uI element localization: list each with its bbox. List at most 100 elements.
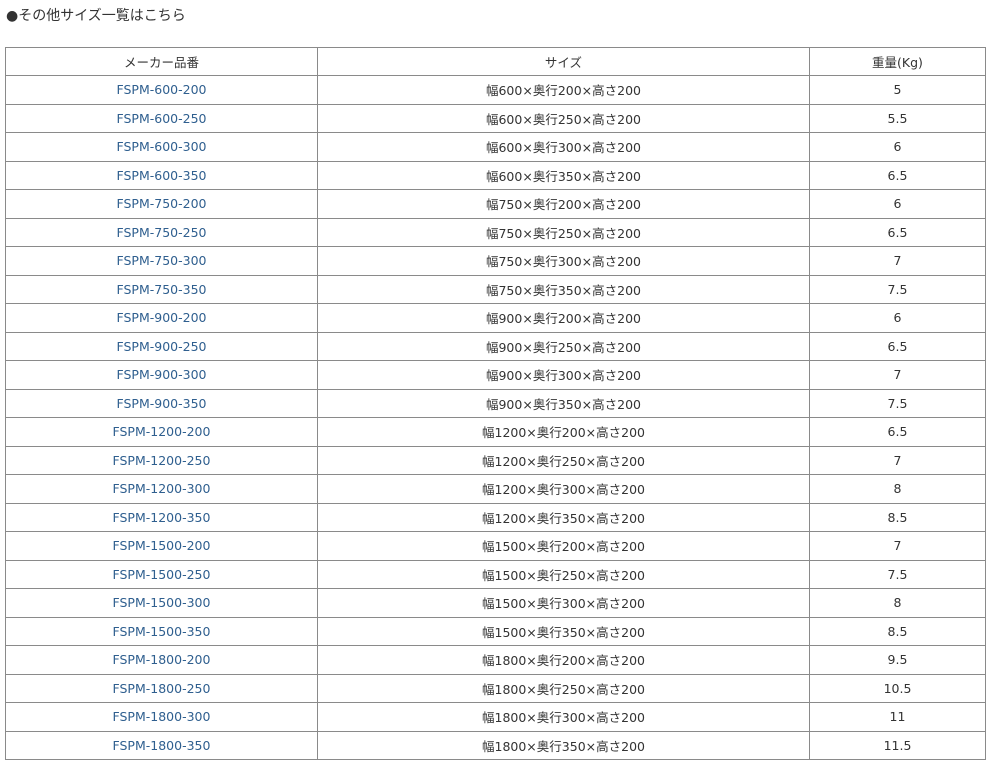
size-cell: 幅1200×奥行350×高さ200 (317, 502, 810, 532)
size-cell: 幅1800×奥行200×高さ200 (317, 645, 810, 675)
table-row: FSPM-600-200 幅600×奥行200×高さ200 5 (5, 75, 986, 105)
header-size: サイズ (317, 47, 810, 76)
weight-cell: 5.5 (809, 103, 986, 133)
model-link[interactable]: FSPM-1200-300 (112, 481, 211, 497)
table-row: FSPM-600-250 幅600×奥行250×高さ200 5.5 (5, 103, 986, 133)
weight-cell: 6.5 (809, 417, 986, 447)
section-heading: ●その他サイズ一覧はこちら (6, 8, 186, 24)
size-cell: 幅1500×奥行200×高さ200 (317, 531, 810, 561)
model-link[interactable]: FSPM-1200-250 (112, 452, 211, 468)
size-cell: 幅1800×奥行350×高さ200 (317, 730, 810, 760)
size-cell: 幅600×奥行250×高さ200 (317, 103, 810, 133)
model-cell: FSPM-1800-250 (5, 673, 318, 703)
weight-cell: 8 (809, 588, 986, 618)
table-row: FSPM-1800-250 幅1800×奥行250×高さ200 10.5 (5, 673, 986, 703)
model-link[interactable]: FSPM-1800-350 (112, 737, 211, 753)
model-link[interactable]: FSPM-1800-300 (112, 709, 211, 725)
model-cell: FSPM-1800-300 (5, 702, 318, 732)
model-cell: FSPM-1500-350 (5, 616, 318, 646)
header-weight: 重量(Kg) (809, 47, 986, 76)
model-link[interactable]: FSPM-900-200 (116, 310, 207, 326)
table-header-row: メーカー品番 サイズ 重量(Kg) (5, 47, 986, 76)
model-link[interactable]: FSPM-900-250 (116, 338, 207, 354)
size-cell: 幅600×奥行300×高さ200 (317, 132, 810, 162)
model-link[interactable]: FSPM-600-200 (116, 82, 207, 98)
table-row: FSPM-900-350 幅900×奥行350×高さ200 7.5 (5, 388, 986, 418)
weight-cell: 8.5 (809, 616, 986, 646)
model-link[interactable]: FSPM-750-300 (116, 253, 207, 269)
model-cell: FSPM-900-250 (5, 331, 318, 361)
size-table: メーカー品番 サイズ 重量(Kg) FSPM-600-200 幅600×奥行200… (5, 47, 986, 760)
weight-cell: 9.5 (809, 645, 986, 675)
table-row: FSPM-750-350 幅750×奥行350×高さ200 7.5 (5, 274, 986, 304)
size-cell: 幅1500×奥行250×高さ200 (317, 559, 810, 589)
table-row: FSPM-600-350 幅600×奥行350×高さ200 6.5 (5, 160, 986, 190)
size-cell: 幅750×奥行300×高さ200 (317, 246, 810, 276)
weight-cell: 6 (809, 132, 986, 162)
model-link[interactable]: FSPM-1500-300 (112, 595, 211, 611)
size-cell: 幅900×奥行350×高さ200 (317, 388, 810, 418)
model-cell: FSPM-750-200 (5, 189, 318, 219)
size-cell: 幅1500×奥行300×高さ200 (317, 588, 810, 618)
weight-cell: 8.5 (809, 502, 986, 532)
size-cell: 幅900×奥行200×高さ200 (317, 303, 810, 333)
model-link[interactable]: FSPM-1500-200 (112, 538, 211, 554)
weight-cell: 7.5 (809, 274, 986, 304)
model-cell: FSPM-750-250 (5, 217, 318, 247)
model-link[interactable]: FSPM-750-350 (116, 281, 207, 297)
model-cell: FSPM-600-300 (5, 132, 318, 162)
weight-cell: 6.5 (809, 331, 986, 361)
weight-cell: 7 (809, 246, 986, 276)
model-cell: FSPM-600-250 (5, 103, 318, 133)
model-link[interactable]: FSPM-900-350 (116, 395, 207, 411)
table-row: FSPM-1200-200 幅1200×奥行200×高さ200 6.5 (5, 417, 986, 447)
size-cell: 幅1200×奥行300×高さ200 (317, 474, 810, 504)
table-row: FSPM-1500-200 幅1500×奥行200×高さ200 7 (5, 531, 986, 561)
model-link[interactable]: FSPM-750-250 (116, 224, 207, 240)
table-row: FSPM-1500-350 幅1500×奥行350×高さ200 8.5 (5, 616, 986, 646)
table-row: FSPM-600-300 幅600×奥行300×高さ200 6 (5, 132, 986, 162)
size-cell: 幅1800×奥行300×高さ200 (317, 702, 810, 732)
model-link[interactable]: FSPM-750-200 (116, 196, 207, 212)
size-cell: 幅1500×奥行350×高さ200 (317, 616, 810, 646)
size-cell: 幅750×奥行350×高さ200 (317, 274, 810, 304)
model-link[interactable]: FSPM-1500-250 (112, 566, 211, 582)
header-model-number: メーカー品番 (5, 47, 318, 76)
size-cell: 幅1200×奥行250×高さ200 (317, 445, 810, 475)
model-cell: FSPM-1500-250 (5, 559, 318, 589)
model-link[interactable]: FSPM-600-300 (116, 139, 207, 155)
weight-cell: 7 (809, 531, 986, 561)
table-row: FSPM-750-250 幅750×奥行250×高さ200 6.5 (5, 217, 986, 247)
model-link[interactable]: FSPM-1500-350 (112, 623, 211, 639)
weight-cell: 11.5 (809, 730, 986, 760)
model-cell: FSPM-1200-200 (5, 417, 318, 447)
model-cell: FSPM-750-350 (5, 274, 318, 304)
model-link[interactable]: FSPM-1200-350 (112, 509, 211, 525)
model-link[interactable]: FSPM-1800-200 (112, 652, 211, 668)
size-cell: 幅1200×奥行200×高さ200 (317, 417, 810, 447)
weight-cell: 7.5 (809, 388, 986, 418)
size-cell: 幅750×奥行250×高さ200 (317, 217, 810, 247)
weight-cell: 5 (809, 75, 986, 105)
model-cell: FSPM-900-350 (5, 388, 318, 418)
size-cell: 幅900×奥行300×高さ200 (317, 360, 810, 390)
weight-cell: 7 (809, 360, 986, 390)
weight-cell: 7.5 (809, 559, 986, 589)
model-link[interactable]: FSPM-600-350 (116, 167, 207, 183)
model-link[interactable]: FSPM-1800-250 (112, 680, 211, 696)
model-cell: FSPM-1500-300 (5, 588, 318, 618)
model-cell: FSPM-1200-250 (5, 445, 318, 475)
model-cell: FSPM-600-350 (5, 160, 318, 190)
weight-cell: 11 (809, 702, 986, 732)
table-row: FSPM-900-300 幅900×奥行300×高さ200 7 (5, 360, 986, 390)
model-cell: FSPM-1800-200 (5, 645, 318, 675)
weight-cell: 6 (809, 303, 986, 333)
table-row: FSPM-900-200 幅900×奥行200×高さ200 6 (5, 303, 986, 333)
model-link[interactable]: FSPM-600-250 (116, 110, 207, 126)
model-link[interactable]: FSPM-1200-200 (112, 424, 211, 440)
weight-cell: 10.5 (809, 673, 986, 703)
table-row: FSPM-1200-350 幅1200×奥行350×高さ200 8.5 (5, 502, 986, 532)
table-row: FSPM-1200-250 幅1200×奥行250×高さ200 7 (5, 445, 986, 475)
model-link[interactable]: FSPM-900-300 (116, 367, 207, 383)
model-cell: FSPM-900-200 (5, 303, 318, 333)
